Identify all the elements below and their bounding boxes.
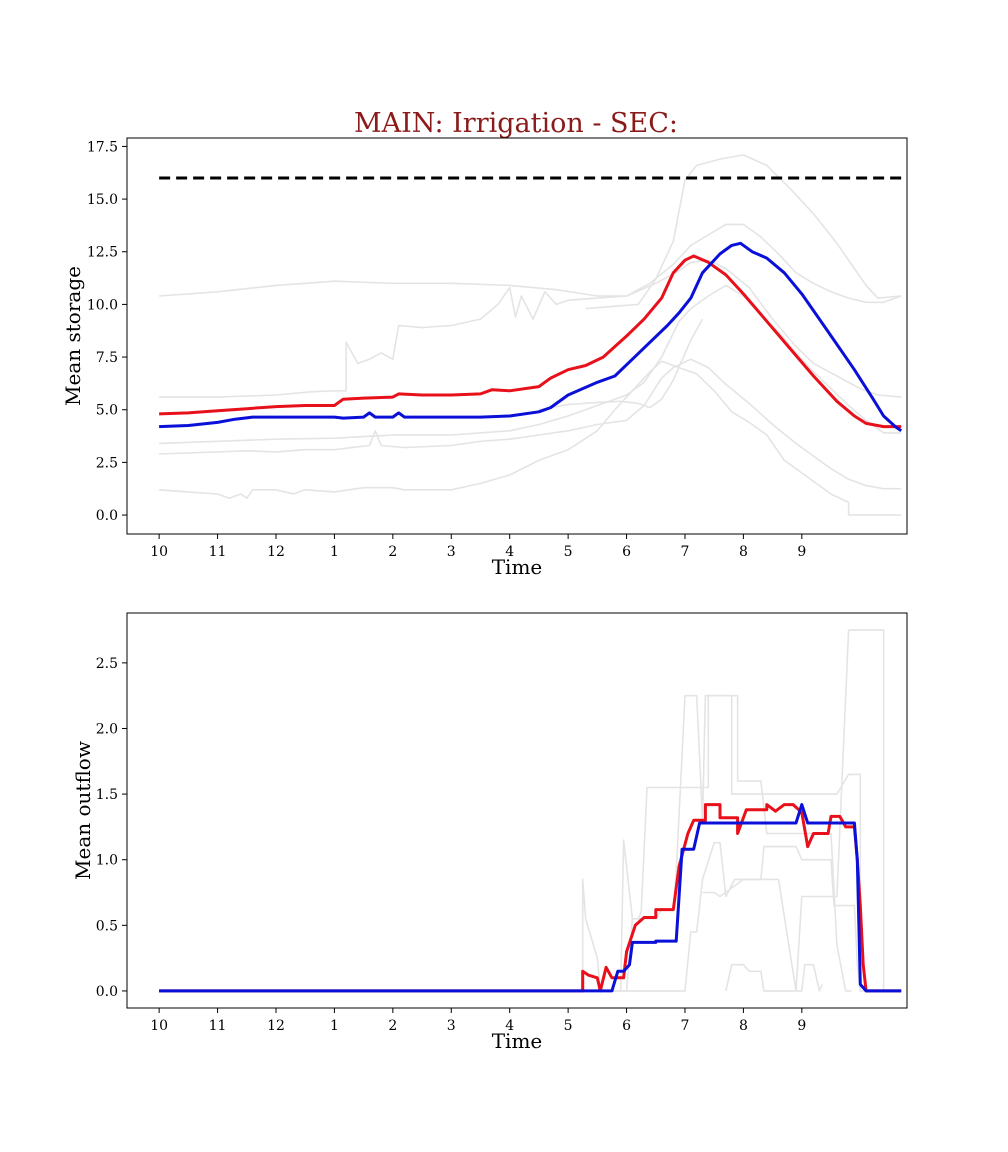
storage-y-tick-label-3: 7.5 <box>96 350 118 366</box>
storage-y-axis-label: Mean storage <box>61 266 85 406</box>
outflow-x-tick-label-3: 1 <box>330 1018 339 1034</box>
outflow-x-tick-label-11: 9 <box>797 1018 806 1034</box>
storage-x-tick-label-6: 4 <box>505 544 514 560</box>
outflow-x-tick-label-9: 7 <box>681 1018 690 1034</box>
outflow-panel: 10 11 12 1 2 3 4 5 6 7 8 90.00.51.01.52.02.5TimeMea… <box>71 612 908 1053</box>
outflow-series-gray-3 <box>159 694 852 992</box>
storage-x-tick-label-5: 3 <box>447 544 456 560</box>
storage-x-tick-label-8: 6 <box>622 544 631 560</box>
outflow-x-tick-label-6: 4 <box>505 1018 514 1034</box>
outflow-y-tick-label-4: 2.0 <box>96 721 118 737</box>
storage-series-gray-5 <box>159 358 902 490</box>
storage-x-tick-label-0: 10 <box>150 544 168 560</box>
outflow-x-tick-label-2: 12 <box>267 1018 285 1034</box>
storage-y-tick-label-2: 5.0 <box>96 403 118 419</box>
storage-x-tick-label-10: 8 <box>739 544 748 560</box>
outflow-x-tick-label-7: 5 <box>564 1018 573 1034</box>
outflow-series-gray-4 <box>159 841 862 992</box>
outflow-x-tick-label-1: 11 <box>209 1018 227 1034</box>
outflow-x-tick-label-8: 6 <box>622 1018 631 1034</box>
storage-x-tick-label-3: 1 <box>330 544 339 560</box>
storage-x-axis-label: Time <box>492 555 543 579</box>
storage-x-tick-label-4: 2 <box>388 544 397 560</box>
storage-series-group <box>159 154 903 516</box>
storage-series-gray-7 <box>538 318 704 411</box>
outflow-series-gray-2 <box>159 694 902 992</box>
outflow-axes-frame <box>126 612 908 1009</box>
storage-x-tick-label-1: 11 <box>209 544 227 560</box>
storage-y-tick-label-4: 10.0 <box>87 297 118 313</box>
storage-y-tick-label-6: 15.0 <box>87 192 118 208</box>
storage-series-red-0 <box>159 254 902 429</box>
outflow-y-tick-label-3: 1.5 <box>96 787 118 803</box>
storage-series-blue-1 <box>159 241 903 433</box>
outflow-x-tick-label-4: 2 <box>388 1018 397 1034</box>
storage-x-tick-label-11: 9 <box>797 544 806 560</box>
outflow-y-tick-label-2: 1.0 <box>96 853 118 869</box>
outflow-x-tick-label-0: 10 <box>150 1018 168 1034</box>
storage-y-tick-label-1: 2.5 <box>96 455 118 471</box>
outflow-y-tick-label-1: 0.5 <box>96 918 118 934</box>
outflow-series-blue-1 <box>159 803 902 993</box>
storage-axes-frame <box>126 137 908 535</box>
outflow-series-gray-5 <box>725 963 824 992</box>
outflow-series-group <box>159 629 902 993</box>
storage-y-tick-label-5: 12.5 <box>87 245 118 261</box>
outflow-x-axis-label: Time <box>492 1029 543 1053</box>
outflow-x-tick-label-10: 8 <box>739 1018 748 1034</box>
outflow-y-axis-label: Mean outflow <box>71 741 95 880</box>
outflow-series-gray-6 <box>702 629 902 992</box>
outflow-series-red-0 <box>159 803 902 993</box>
storage-y-tick-label-0: 0.0 <box>96 508 118 524</box>
storage-x-tick-label-9: 7 <box>681 544 690 560</box>
storage-series-gray-8 <box>585 154 902 310</box>
storage-x-tick-label-7: 5 <box>564 544 573 560</box>
storage-panel: 10 11 12 1 2 3 4 5 6 7 8 90.02.55.07.510.012.515.01… <box>61 137 908 579</box>
storage-x-tick-label-2: 12 <box>267 544 285 560</box>
outflow-x-tick-label-5: 3 <box>447 1018 456 1034</box>
storage-series-gray-3 <box>159 259 902 398</box>
figure-title: MAIN: Irrigation - SEC: <box>354 108 678 139</box>
storage-series-gray-6 <box>159 360 902 516</box>
storage-y-tick-label-7: 17.5 <box>87 139 118 155</box>
outflow-y-tick-label-0: 0.0 <box>96 984 118 1000</box>
storage-series-gray-2 <box>159 223 902 304</box>
outflow-y-tick-label-5: 2.5 <box>96 656 118 672</box>
storage-series-gray-4 <box>159 284 902 445</box>
